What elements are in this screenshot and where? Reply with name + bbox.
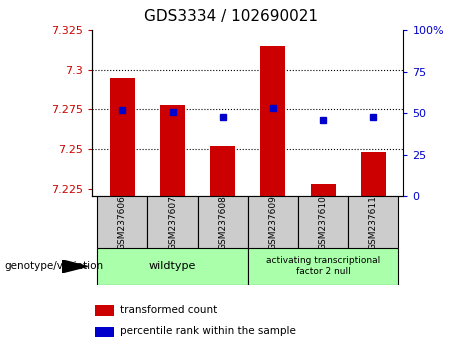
Bar — [348, 196, 398, 248]
Text: transformed count: transformed count — [120, 305, 218, 315]
Bar — [260, 46, 285, 196]
Text: percentile rank within the sample: percentile rank within the sample — [120, 326, 296, 337]
Bar — [97, 196, 148, 248]
Bar — [198, 196, 248, 248]
Polygon shape — [62, 260, 88, 273]
Text: genotype/variation: genotype/variation — [5, 261, 104, 272]
Bar — [298, 196, 348, 248]
Text: wildtype: wildtype — [149, 261, 196, 272]
Bar — [361, 152, 386, 196]
Bar — [160, 104, 185, 196]
Text: GSM237610: GSM237610 — [319, 195, 328, 250]
Text: GSM237606: GSM237606 — [118, 195, 127, 250]
Bar — [311, 184, 336, 196]
Text: GSM237611: GSM237611 — [369, 195, 378, 250]
Bar — [95, 326, 114, 337]
Bar — [210, 146, 235, 196]
Bar — [95, 305, 114, 316]
Text: GDS3334 / 102690021: GDS3334 / 102690021 — [143, 9, 318, 24]
Text: activating transcriptional
factor 2 null: activating transcriptional factor 2 null — [266, 256, 380, 276]
Text: GSM237608: GSM237608 — [218, 195, 227, 250]
Bar — [110, 78, 135, 196]
Bar — [248, 196, 298, 248]
Text: GSM237609: GSM237609 — [268, 195, 278, 250]
Bar — [97, 248, 248, 285]
Text: GSM237607: GSM237607 — [168, 195, 177, 250]
Bar — [248, 248, 398, 285]
Bar — [148, 196, 198, 248]
